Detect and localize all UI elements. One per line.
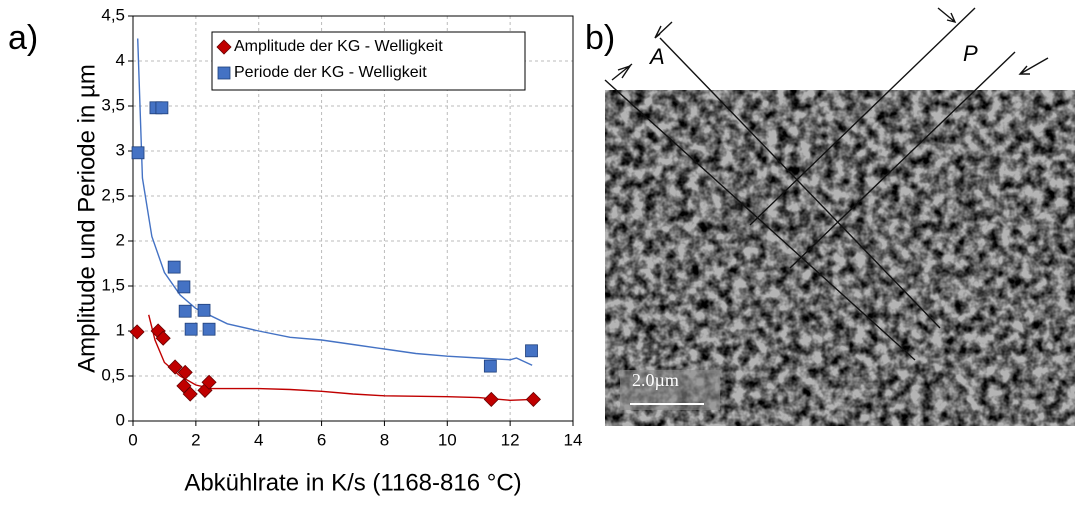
x-tick-label: 12 <box>501 430 520 449</box>
y-tick-label: 0 <box>116 410 125 429</box>
x-tick-label: 14 <box>564 430 583 449</box>
data-point <box>185 323 197 335</box>
legend-entry: Amplitude der KG - Welligkeit <box>234 38 443 55</box>
data-point <box>178 281 190 293</box>
y-tick-label: 1,5 <box>101 275 125 294</box>
data-point <box>203 323 215 335</box>
y-tick-label: 0,5 <box>101 365 125 384</box>
y-tick-label: 2,5 <box>101 185 125 204</box>
data-point <box>198 304 210 316</box>
x-tick-label: 6 <box>317 430 326 449</box>
legend-marker <box>218 67 230 79</box>
y-tick-label: 3 <box>116 140 125 159</box>
figure: a) b) A P 2.0µm 0 0,5 1 1,5 2 2,5 3 3,5 4 4,5 0 2 4 6… <box>0 0 1081 504</box>
x-tick-label: 8 <box>380 430 389 449</box>
y-axis-label: Amplitude und Periode in µm <box>73 64 100 373</box>
y-tick-label: 4,5 <box>101 5 125 24</box>
y-tick-label: 4 <box>116 50 125 69</box>
image-label: A <box>648 44 665 69</box>
panel-label: b) <box>585 19 615 57</box>
x-tick-label: 0 <box>128 430 137 449</box>
image-label: P <box>963 41 978 66</box>
x-tick-label: 4 <box>254 430 263 449</box>
panel-label: a) <box>8 19 38 57</box>
data-point <box>526 345 538 357</box>
y-tick-label: 1 <box>116 320 125 339</box>
data-point <box>156 102 168 114</box>
x-tick-label: 2 <box>191 430 200 449</box>
data-point <box>484 360 496 372</box>
data-point <box>132 147 144 159</box>
data-point <box>179 305 191 317</box>
data-point <box>168 261 180 273</box>
legend-entry: Periode der KG - Welligkeit <box>234 64 427 81</box>
y-tick-label: 2 <box>116 230 125 249</box>
x-axis-label: Abkühlrate in K/s (1168-816 °C) <box>184 469 521 496</box>
y-tick-label: 3,5 <box>101 95 125 114</box>
scale-bar-label: 2.0µm <box>632 370 679 390</box>
x-tick-label: 10 <box>438 430 457 449</box>
